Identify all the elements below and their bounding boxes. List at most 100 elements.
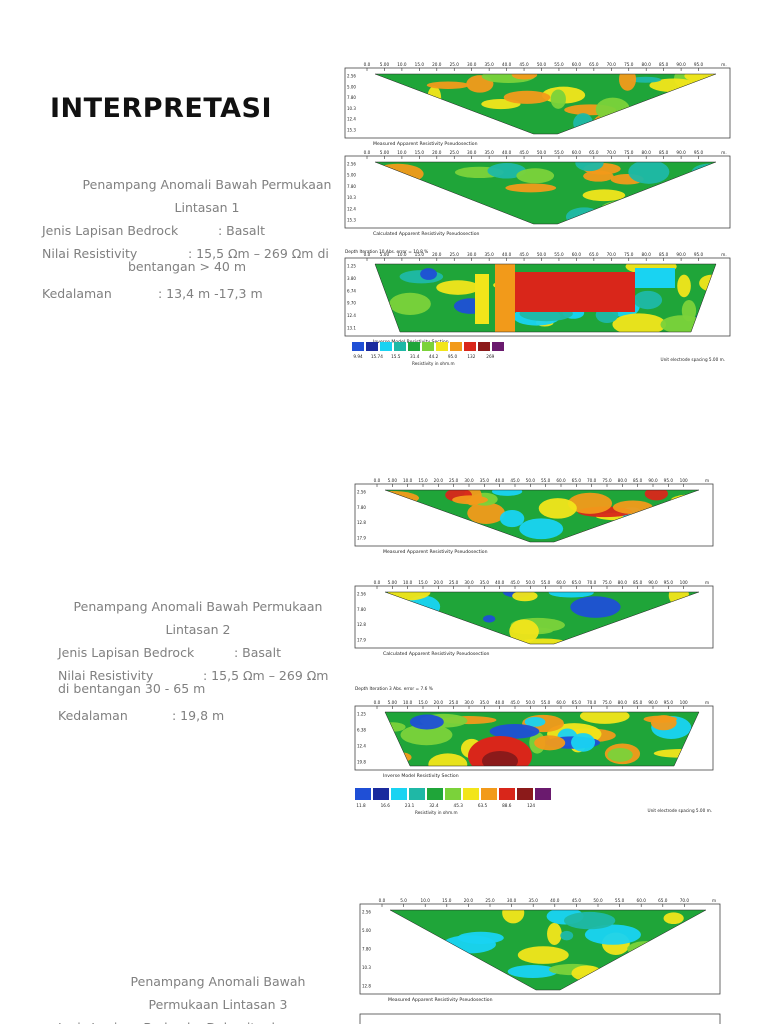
resistivity-blob [452,495,488,505]
depth-tick-label: 17.9 [357,536,366,541]
resistivity-blob [538,498,577,519]
legend-value: 132 [467,354,475,359]
legend-swatch [391,788,407,800]
axis-tick-label: 60.0 [637,898,647,903]
axis-tick-label: 45.0 [510,478,520,483]
depth-tick-label: 1.25 [357,712,366,717]
axis-tick-label: 85.0 [633,580,643,585]
axis-tick-label: 35.0 [480,580,490,585]
legend-swatch [427,788,443,800]
axis-tick-label: 25.0 [449,478,459,483]
axis-tick-label: 55.0 [541,700,551,705]
resistivity-blob [550,89,566,109]
section-1-heading-line2: Lintasan 1 [174,200,240,215]
orange-zone [495,264,515,332]
depth-tick-label: 15.3 [347,218,356,223]
legend-swatch [409,788,425,800]
axis-tick-label: 45.0 [519,252,529,257]
resistivity-blob [677,274,691,298]
axis-tick-label: 85.0 [633,478,643,483]
depth-tick-label: 17.9 [357,638,366,643]
legend-value: 45.3 [454,803,464,808]
resistivity-blob [436,280,480,295]
depth-tick-label: 7.80 [347,184,356,189]
resistivity-blob [467,502,505,524]
pseudosection-outline [374,263,717,333]
axis-tick-label: 85.0 [659,150,669,155]
fig1-legend: 9.94 15.74 15.5 31.4 44.2 95.0 132 269 Resistivi… [352,342,725,366]
depth-tick-label: 13.1 [347,326,356,331]
axis-tick-label: 100 [680,580,688,585]
axis-tick-label: 100 [680,478,688,483]
resistivity-blob [644,490,668,501]
pseudosection-outline [389,909,707,991]
axis-tick-label: 55.0 [554,62,564,67]
legend-swatch [408,342,420,351]
bedrock-label: Jenis Lapisan Bedrock [42,223,179,238]
legend-value: 95.0 [448,354,458,359]
legend-caption: Resistivity in ohm.m [412,361,455,366]
axis-tick-label: 5.00 [388,478,398,483]
pseudosection-outline [374,161,717,225]
axis-tick-label: 45.0 [519,62,529,67]
axis-tick-label: 60.0 [556,478,566,483]
resistivity-blob [583,170,614,182]
axis-tick-label: 40.0 [502,150,512,155]
panel-caption: Calculated Apparent Resistivity Pseudose… [383,651,490,657]
resistivity-blob [584,924,641,945]
resistivity-label: Nilai Resistivity [58,668,154,683]
resistivity-blob [582,189,626,202]
axis-tick-label: 95.0 [664,580,674,585]
depth-tick-label: 5.00 [347,84,356,89]
bedrock-label: Jenis Lapisan Bedrock [58,645,195,660]
legend-swatch [535,788,551,800]
resistivity-blob [534,735,566,751]
legend-swatch [517,788,533,800]
depth-tick-label: 10.3 [347,106,356,111]
axis-tick-label: 30.0 [464,478,474,483]
section-3-heading-line1: Penampang Anomali Bawah [130,974,306,989]
panel-frame [359,1013,721,1024]
section-3-heading-line2: Permukaan Lintasan 3 [148,997,288,1012]
legend-value: 31.4 [410,354,420,359]
depth-tick-label: 7.80 [357,607,366,612]
section-3-text: Penampang Anomali Bawah Permukaan Lintas… [58,970,378,1024]
resistivity-blob [650,715,677,731]
axis-tick-label: 10.0 [403,700,413,705]
legend-value: 269 [486,354,494,359]
pseudosection-body [375,264,716,332]
axis-tick-label: 80.0 [618,478,628,483]
axis-tick-label: 10.0 [397,150,407,155]
axis-tick-label: 0.0 [374,700,381,705]
panel-caption: Calculated Apparent Resistivity Pseudose… [373,231,480,237]
axis-tick-label: 60.0 [572,62,582,67]
axis-tick-label: 65.0 [572,700,582,705]
axis-tick-label: 90.0 [648,478,658,483]
axis-tick-label: 20.0 [432,252,442,257]
axis-tick-label: 45.0 [510,700,520,705]
axis-tick-label: 55.0 [554,150,564,155]
axis-tick-label: 70.0 [607,62,617,67]
depth-tick-label: 2.56 [357,592,366,597]
depth-tick-label: 12.4 [347,313,356,318]
legend-value: 88.6 [502,803,512,808]
panel-caption: Measured Apparent Resistivity Pseudosect… [388,997,493,1003]
depth-tick-label: 6.38 [357,728,366,733]
depth-tick-label: 2.56 [347,162,356,167]
figure-lintasan-3: 0.0 5.0 10.0 15.0 20.0 25.0 30.0 35.0 40.0 45.0 50… [359,898,721,1024]
resistivity-blob [502,910,525,924]
depth-tick-label: 10.3 [347,195,356,200]
fig2-legend: 11.8 16.6 23.1 32.4 45.3 63.5 88.6 124 Resistivi… [355,788,712,815]
legend-value: 11.8 [356,803,366,808]
depth-tick-label: 12.8 [357,622,366,627]
axis-tick-label: 65.0 [572,580,582,585]
axis-unit-label: m [705,700,709,705]
depth-label: Kedalaman [58,708,128,723]
legend-swatch [492,342,504,351]
axis-tick-label: 45.0 [572,898,582,903]
resistivity-blob [663,912,684,925]
pseudosection-body [385,712,699,766]
resistivity-blob [570,596,621,618]
axis-tick-label: 65.0 [589,252,599,257]
resistivity-blob [512,592,538,602]
